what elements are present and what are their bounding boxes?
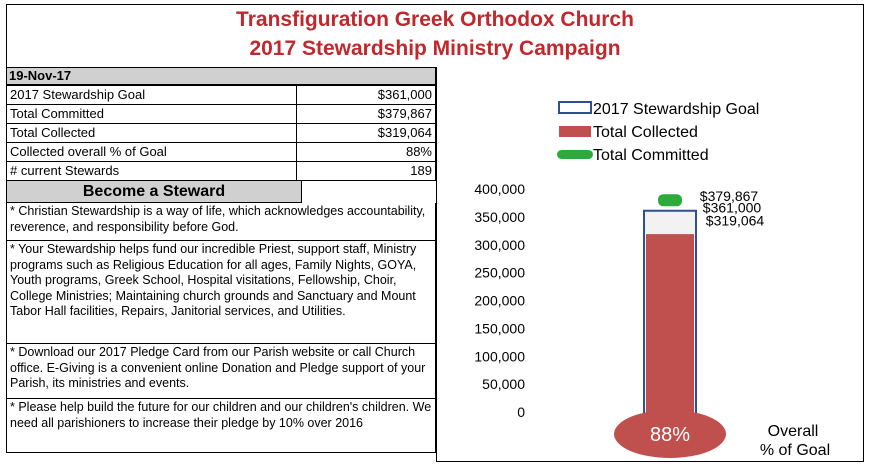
bulb-caption-line1: Overall xyxy=(768,423,819,440)
table-row: # current Stewards 189 xyxy=(6,161,436,181)
table-row: 2017 Stewardship Goal $361,000 xyxy=(6,85,436,105)
stat-label: Total Collected xyxy=(6,123,297,143)
y-tick-label: 250,000 xyxy=(474,265,525,281)
stat-value: $319,064 xyxy=(296,123,436,143)
y-tick-label: 200,000 xyxy=(474,293,525,309)
legend-label-committed: Total Committed xyxy=(593,147,709,164)
y-tick-label: 0 xyxy=(517,404,525,420)
stat-value: 189 xyxy=(296,161,436,181)
bulb-caption-line2: % of Goal xyxy=(760,442,830,459)
stewardship-paragraph: * Christian Stewardship is a way of life… xyxy=(6,203,436,241)
data-label-collected: $319,064 xyxy=(706,213,765,229)
become-steward-heading: Become a Steward xyxy=(6,181,302,203)
legend-swatch-collected xyxy=(559,126,591,137)
stat-value: 88% xyxy=(296,142,436,162)
table-row: Total Committed $379,867 xyxy=(6,104,436,124)
marker-committed xyxy=(658,194,682,207)
thermometer-chart: 2017 Stewardship Goal Total Collected To… xyxy=(436,67,864,462)
stat-value: $361,000 xyxy=(296,85,436,105)
stat-label: Collected overall % of Goal xyxy=(6,142,297,162)
legend-label-goal: 2017 Stewardship Goal xyxy=(593,101,759,118)
campaign-title: 2017 Stewardship Ministry Campaign xyxy=(249,37,621,60)
y-tick-label: 100,000 xyxy=(474,348,525,364)
legend-label-collected: Total Collected xyxy=(593,124,698,141)
stats-panel: 19-Nov-17 2017 Stewardship Goal $361,000… xyxy=(6,67,436,453)
y-tick-label: 400,000 xyxy=(474,181,525,197)
chart-marks: 88% $379,867$361,000$319,064 xyxy=(614,188,764,458)
stewardship-paragraph: * Download our 2017 Pledge Card from our… xyxy=(6,344,436,399)
bar-collected xyxy=(646,234,694,424)
y-tick-label: 350,000 xyxy=(474,209,525,225)
stewardship-paragraph: * Please help build the future for our c… xyxy=(6,399,436,453)
table-row: Total Collected $319,064 xyxy=(6,123,436,143)
stat-label: Total Committed xyxy=(6,104,297,124)
bulb-percent-label: 88% xyxy=(650,424,690,446)
y-tick-label: 50,000 xyxy=(482,376,525,392)
chart-svg: 2017 Stewardship Goal Total Collected To… xyxy=(474,101,830,459)
data-label-goal: $361,000 xyxy=(703,200,762,216)
stewardship-paragraph: * Your Stewardship helps fund our incred… xyxy=(6,241,436,344)
title-banner: Transfiguration Greek Orthodox Church 20… xyxy=(6,4,864,67)
church-name: Transfiguration Greek Orthodox Church xyxy=(236,8,634,31)
stat-label: # current Stewards xyxy=(6,161,297,181)
stats-table: 2017 Stewardship Goal $361,000 Total Com… xyxy=(6,85,436,181)
report-date: 19-Nov-17 xyxy=(6,67,436,85)
bulb-caption: Overall % of Goal xyxy=(760,423,830,459)
stat-value: $379,867 xyxy=(296,104,436,124)
y-tick-label: 300,000 xyxy=(474,237,525,253)
legend: 2017 Stewardship Goal Total Collected To… xyxy=(557,101,759,164)
stat-label: 2017 Stewardship Goal xyxy=(6,85,297,105)
y-axis: 400,000 350,000 300,000 250,000 200,000 150,0… xyxy=(474,181,525,420)
legend-swatch-goal xyxy=(558,101,592,114)
table-row: Collected overall % of Goal 88% xyxy=(6,142,436,162)
y-tick-label: 150,000 xyxy=(474,320,525,336)
thermometer-bulb xyxy=(614,410,726,458)
legend-swatch-committed xyxy=(557,150,593,159)
data-label-committed: $379,867 xyxy=(700,188,759,204)
